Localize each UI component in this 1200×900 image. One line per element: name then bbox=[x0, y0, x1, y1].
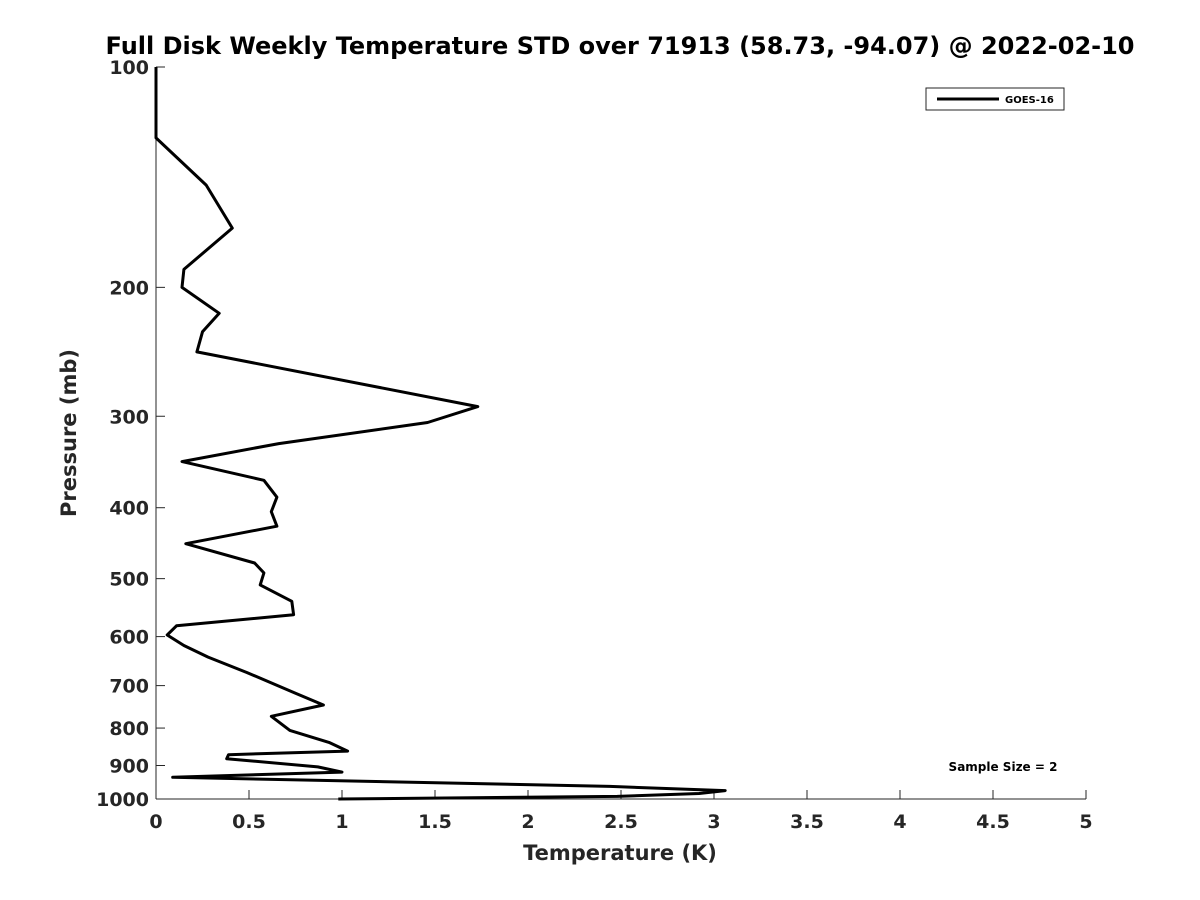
y-tick-label: 200 bbox=[109, 277, 149, 299]
y-tick-label: 900 bbox=[109, 756, 149, 778]
y-tick-label: 700 bbox=[109, 676, 149, 698]
x-tick-label: 1.5 bbox=[418, 811, 452, 833]
x-tick-label: 1 bbox=[335, 811, 348, 833]
x-tick-label: 4 bbox=[893, 811, 906, 833]
y-axis-label: Pressure (mb) bbox=[57, 349, 81, 517]
y-tick-label: 600 bbox=[109, 627, 149, 649]
y-tick-label: 300 bbox=[109, 406, 149, 428]
y-tick-label: 800 bbox=[109, 718, 149, 740]
plot-background bbox=[156, 67, 1086, 799]
x-tick-label: 2 bbox=[521, 811, 534, 833]
legend: GOES-16 bbox=[925, 87, 1065, 111]
x-tick-label: 3.5 bbox=[790, 811, 824, 833]
y-tick-label: 1000 bbox=[96, 789, 149, 811]
y-tick-label: 100 bbox=[109, 57, 149, 79]
x-tick-label: 4.5 bbox=[976, 811, 1010, 833]
x-axis-ticks: 0 0.5 1 1.5 2 2.5 3 3.5 4 4.5 5 bbox=[149, 790, 1093, 833]
chart-title: Full Disk Weekly Temperature STD over 71… bbox=[106, 32, 1135, 60]
series-layer bbox=[154, 67, 727, 801]
y-axis-ticks: 100 200 300 400 500 600 700 800 900 1000 bbox=[96, 57, 165, 811]
x-tick-label: 2.5 bbox=[604, 811, 638, 833]
y-tick-label: 500 bbox=[109, 569, 149, 591]
y-tick-label: 400 bbox=[109, 498, 149, 520]
x-tick-label: 3 bbox=[707, 811, 720, 833]
x-tick-label: 5 bbox=[1079, 811, 1092, 833]
x-tick-label: 0.5 bbox=[232, 811, 266, 833]
x-tick-label: 0 bbox=[149, 811, 162, 833]
plot-area bbox=[156, 67, 1086, 799]
legend-entry-goes-16: GOES-16 bbox=[1005, 95, 1054, 106]
x-axis-label: Temperature (K) bbox=[523, 841, 717, 865]
sample-size-annotation: Sample Size = 2 bbox=[949, 760, 1058, 774]
series-line-goes-16 bbox=[154, 67, 727, 801]
